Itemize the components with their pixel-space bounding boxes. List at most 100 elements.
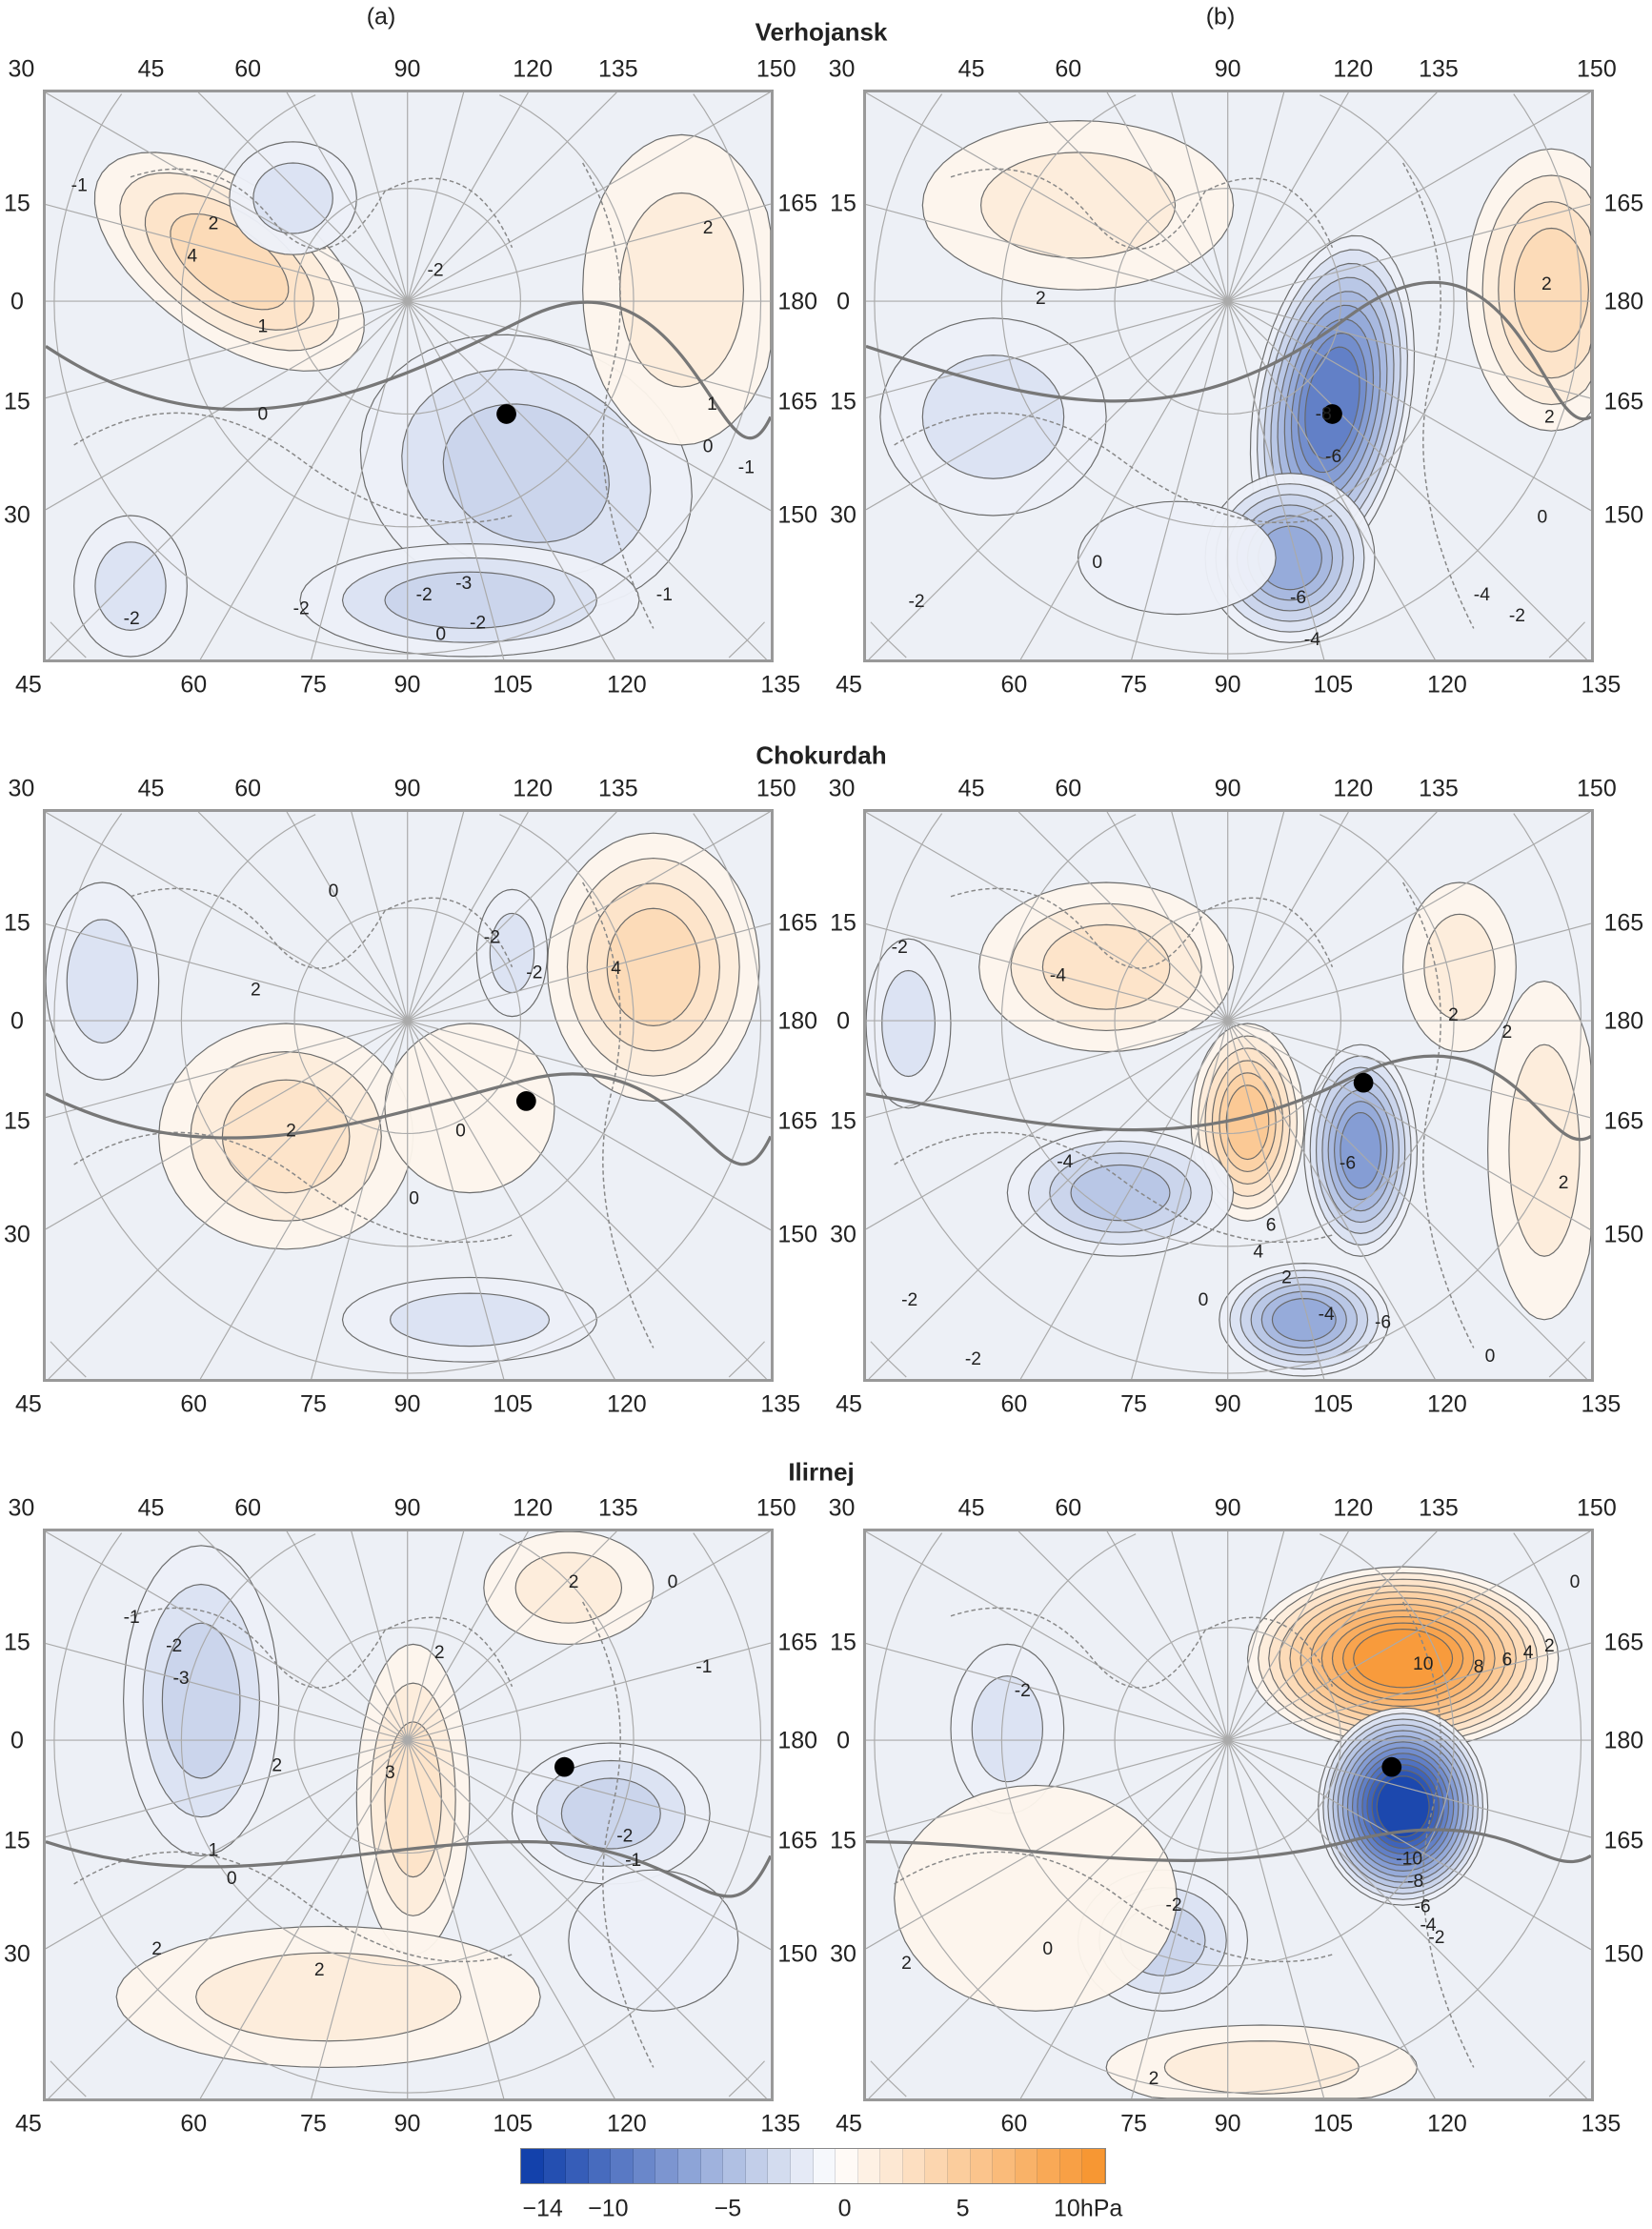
contour-label: -3 — [172, 1669, 189, 1689]
contour-label: -4 — [1050, 966, 1066, 986]
bottom-tick-label: 60 — [180, 2110, 208, 2138]
top-tick-label: 90 — [1214, 1494, 1241, 1522]
coastline — [894, 162, 1475, 629]
contour-label: 4 — [187, 247, 197, 267]
bottom-tick-label: 75 — [1120, 1390, 1147, 1418]
top-tick-label: 45 — [957, 775, 985, 802]
meridian-line — [1227, 1531, 1349, 1741]
coastline — [73, 1601, 655, 2068]
parallel-circle — [870, 621, 1585, 659]
contour-label: -2 — [908, 592, 924, 612]
colorbar-swatch — [633, 2149, 656, 2183]
contour-label: 8 — [1474, 1657, 1484, 1677]
meridian-line — [406, 92, 465, 302]
meridian-line — [1019, 1739, 1229, 2099]
contour-label: 1 — [257, 317, 268, 337]
right-tick-label: 165 — [1603, 909, 1644, 937]
top-tick-label: 60 — [1055, 1494, 1082, 1522]
contour-label: -2 — [123, 609, 139, 629]
meridian-line — [1227, 812, 1438, 1022]
left-tick-label: 30 — [830, 1221, 856, 1248]
contour-label: 2 — [1036, 289, 1046, 309]
top-tick-label: 30 — [8, 1494, 35, 1522]
anomaly-region — [384, 571, 555, 630]
meridian-line — [868, 300, 1229, 660]
right-tick-label: 165 — [1603, 388, 1644, 415]
top-tick-label: 60 — [234, 775, 262, 802]
contour-label: 0 — [257, 405, 268, 425]
contour-label: 2 — [1559, 1173, 1569, 1193]
left-tick-label: 15 — [830, 190, 856, 217]
meridian-line — [197, 812, 408, 1022]
meridian-line — [45, 300, 408, 399]
contour-label: -8 — [1407, 1872, 1423, 1892]
bottom-tick-label: 60 — [180, 671, 208, 699]
right-tick-label: 165 — [1603, 190, 1644, 217]
contour-label: -2 — [1015, 1681, 1031, 1701]
top-tick-label: 120 — [513, 55, 553, 83]
contour-label: -4 — [1420, 1915, 1436, 1935]
contour-label: -4 — [1057, 1152, 1073, 1172]
station-marker — [1353, 1072, 1374, 1093]
meridian-line — [407, 1020, 771, 1119]
contour-label: 0 — [1042, 1939, 1053, 1959]
contour-label: 4 — [611, 959, 621, 979]
meridian-line — [865, 1531, 1228, 1741]
left-tick-label: 0 — [10, 1007, 24, 1035]
meridian-line — [865, 923, 1228, 1022]
contour-label: 0 — [328, 881, 338, 902]
parallel-circle — [53, 813, 761, 1374]
colorbar-swatch — [566, 2149, 589, 2183]
bottom-tick-label: 45 — [14, 2110, 42, 2138]
meridian-line — [1171, 1531, 1229, 1741]
contour-label: 2 — [272, 1756, 282, 1776]
map-panel-verhojansk-a: -1 4 2 1 0 -2 -2 0 2 1 0 -1 -3 -2 -2 -2 -1 — [42, 90, 774, 663]
parallel-circle — [50, 2060, 765, 2097]
contour-label: -2 — [166, 1636, 182, 1656]
colorbar-swatch — [970, 2149, 994, 2183]
contour-label: 2 — [251, 981, 261, 1001]
meridian-line — [45, 92, 408, 302]
meridian-line — [1131, 1021, 1229, 1380]
bottom-tick-label: 105 — [493, 2110, 534, 2138]
anomaly-region — [1340, 1112, 1381, 1189]
top-tick-label: 150 — [1577, 1494, 1617, 1522]
bottom-tick-label: 75 — [1120, 2110, 1147, 2138]
anomaly-region — [618, 193, 744, 388]
bottom-tick-label: 135 — [760, 2110, 801, 2138]
left-tick-label: 30 — [830, 501, 856, 529]
meridian-line — [407, 1739, 771, 1838]
contour-label: -2 — [892, 938, 908, 958]
contour-label: -2 — [526, 963, 542, 983]
bottom-tick-label: 45 — [836, 1390, 862, 1418]
contour-label: 0 — [1199, 1290, 1209, 1310]
top-tick-label: 45 — [137, 55, 165, 83]
contour-label: 2 — [151, 1939, 162, 1959]
top-tick-label: 30 — [828, 55, 856, 83]
parallel-circle — [180, 814, 635, 1247]
meridian-line — [865, 204, 1228, 302]
meridian-line — [199, 1020, 409, 1380]
contour-label: 2 — [1149, 2069, 1159, 2089]
meridian-line — [407, 1531, 617, 1741]
left-tick-label: 15 — [4, 1629, 30, 1656]
top-tick-label: 45 — [957, 55, 985, 83]
colorbar-swatch — [745, 2149, 769, 2183]
contour-label: -2 — [470, 614, 486, 634]
anomaly-region — [894, 1784, 1178, 2012]
meridian-line — [407, 1739, 767, 2099]
right-tick-label: 150 — [777, 1940, 818, 1968]
contour-label: -2 — [484, 928, 500, 948]
top-tick-label: 60 — [1055, 55, 1082, 83]
meridian-line — [1227, 300, 1591, 512]
meridian-line — [868, 1739, 1229, 2099]
meridian-line — [407, 1739, 771, 1951]
row-title-verhojansk: Verhojansk — [755, 17, 888, 47]
bottom-tick-label: 135 — [760, 1390, 801, 1418]
coastline — [73, 881, 655, 1348]
colorbar-swatch — [880, 2149, 903, 2183]
bottom-tick-label: 60 — [1000, 2110, 1028, 2138]
meridian-line — [1106, 1531, 1229, 1741]
map-panel-verhojansk-b: 2 -8 -6 -6 -4 0 -2 -4 2 0 -2 2 — [862, 90, 1594, 663]
contour-label: 0 — [1092, 553, 1102, 573]
